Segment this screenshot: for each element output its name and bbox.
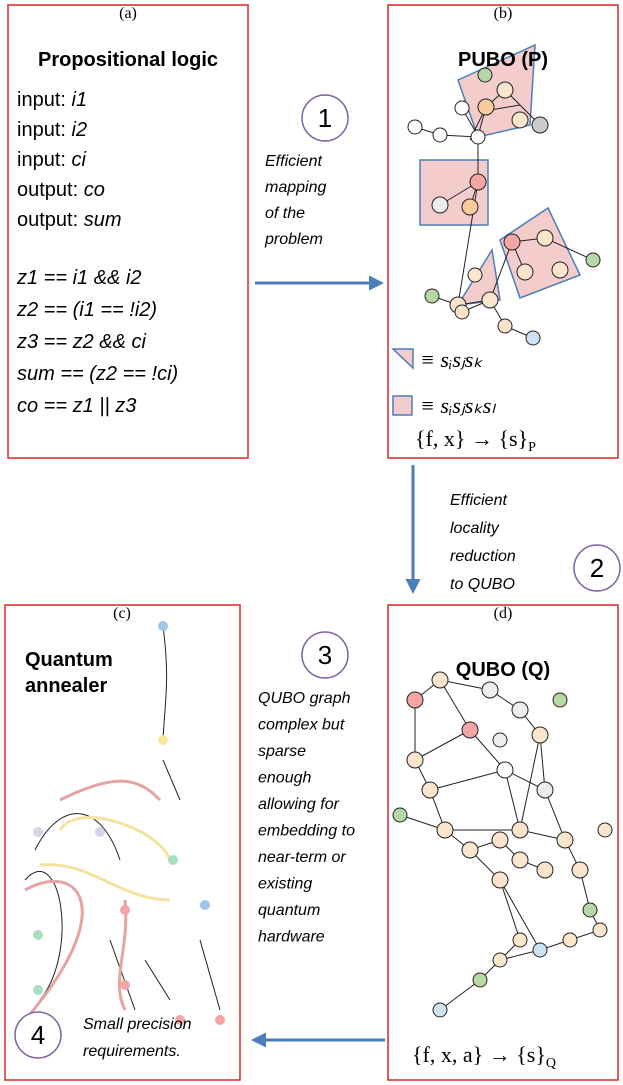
embedding-graph xyxy=(23,621,225,1025)
step-text: existing xyxy=(258,876,312,893)
formula-sub: Q xyxy=(546,1056,556,1071)
io-key: output: xyxy=(17,209,78,231)
formula-main: {f, x, a} → {s} xyxy=(412,1042,546,1067)
pubo-graph xyxy=(391,43,601,416)
io-var: i2 xyxy=(72,119,88,141)
io-var: ci xyxy=(72,149,87,171)
step-text: complex but xyxy=(258,717,345,734)
legend-formula: ≡ sᵢsⱼsₖ xyxy=(420,347,483,372)
step-text: near-term or xyxy=(258,849,346,866)
io-key: input: xyxy=(17,89,66,111)
panel-label: (b) xyxy=(494,5,513,22)
io-key: output: xyxy=(17,179,78,201)
formula: {f, x} → {s}P xyxy=(415,426,536,455)
logic-line: sum == (z2 == !ci) xyxy=(17,363,178,385)
io-line: input: i1 xyxy=(17,89,87,111)
panel-title: Quantum xyxy=(25,649,113,671)
step-text: to QUBO xyxy=(450,576,515,593)
panel-c-box xyxy=(4,604,241,1081)
formula-sub: P xyxy=(528,440,536,455)
logic-line: z1 == i1 && i2 xyxy=(16,267,142,289)
panel-label: (a) xyxy=(119,5,137,22)
panel-title: Propositional logic xyxy=(38,49,218,71)
panel-title: PUBO (P) xyxy=(458,49,548,71)
step-text: locality xyxy=(450,520,500,537)
panel-label: (d) xyxy=(494,605,513,622)
step-text: Efficient xyxy=(450,492,507,509)
io-key: input: xyxy=(17,149,66,171)
step-text: Efficient xyxy=(265,153,322,170)
legend-formula: ≡ sᵢsⱼsₖsₗ xyxy=(420,393,496,418)
step-number: 1 xyxy=(318,103,332,133)
panel-a-box xyxy=(7,4,249,459)
qubo-graph xyxy=(392,671,613,1018)
step-text: reduction xyxy=(450,548,516,565)
panel-b-box xyxy=(387,4,619,459)
panel-label: (c) xyxy=(113,605,131,622)
panel-title: annealer xyxy=(25,675,107,697)
io-line: output: sum xyxy=(17,209,122,231)
step-text: of the xyxy=(265,205,305,222)
step-number: 4 xyxy=(31,1020,45,1050)
step-text: embedding to xyxy=(258,823,355,840)
step-text: QUBO graph xyxy=(258,690,351,707)
step-text: sparse xyxy=(258,743,306,760)
io-var: i1 xyxy=(72,89,88,111)
logic-line: co == z1 || z3 xyxy=(17,395,136,417)
step-text: allowing for xyxy=(258,796,340,813)
step-text: enough xyxy=(258,770,311,787)
step-circle xyxy=(301,94,349,142)
step-number: 2 xyxy=(590,553,604,583)
io-line: input: i2 xyxy=(17,119,87,141)
io-var: sum xyxy=(84,209,122,231)
step-text: Small precision xyxy=(83,1016,192,1033)
io-line: output: co xyxy=(17,179,105,201)
formula: {f, x, a} → {s}Q xyxy=(412,1042,556,1071)
step-circle xyxy=(573,544,621,592)
io-line: input: ci xyxy=(17,149,87,171)
step-text: problem xyxy=(264,231,323,248)
io-var: co xyxy=(84,179,105,201)
step-number: 3 xyxy=(318,640,332,670)
io-key: input: xyxy=(17,119,66,141)
step-text: hardware xyxy=(258,929,325,946)
step-text: mapping xyxy=(265,179,326,196)
step-circle xyxy=(301,631,349,679)
formula-main: {f, x} → {s} xyxy=(415,426,528,451)
logic-line: z3 == z2 && ci xyxy=(16,331,147,353)
step-circle xyxy=(14,1011,62,1059)
panel-d-box xyxy=(387,604,619,1081)
step-text: requirements. xyxy=(83,1043,181,1060)
step-text: quantum xyxy=(258,902,320,919)
panel-title: QUBO (Q) xyxy=(456,659,550,681)
logic-line: z2 == (i1 == !i2) xyxy=(16,299,157,321)
